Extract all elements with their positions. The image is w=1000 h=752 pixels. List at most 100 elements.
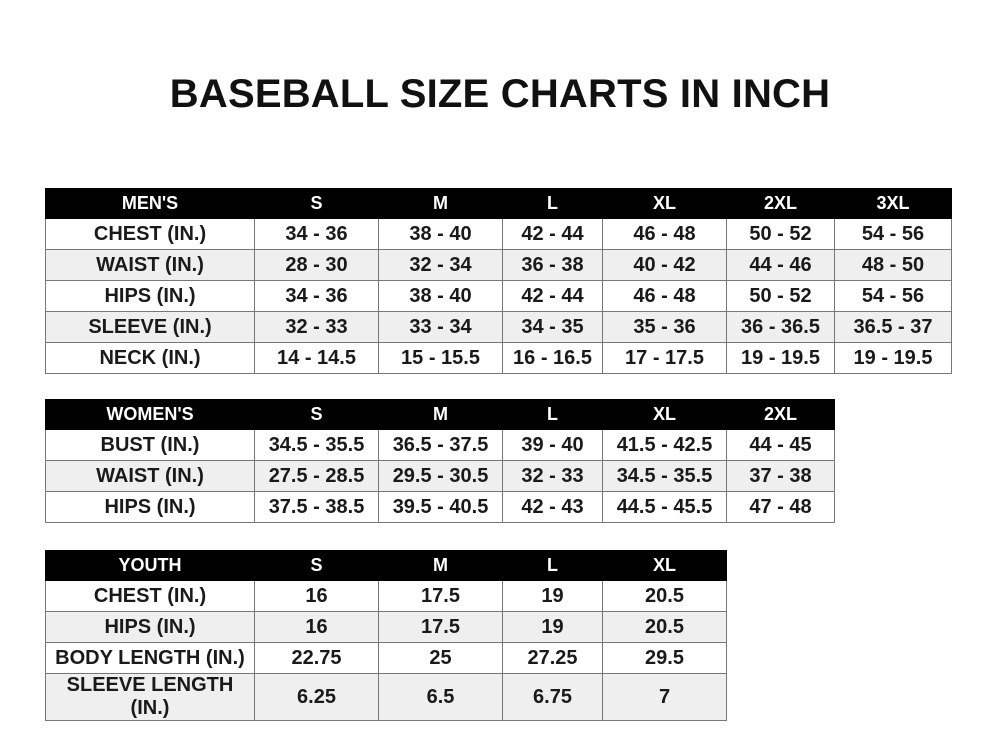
measurement-value: 39.5 - 40.5 <box>378 491 503 523</box>
measurement-value: 48 - 50 <box>834 249 952 281</box>
measurement-value: 32 - 33 <box>254 311 379 343</box>
measurement-value: 46 - 48 <box>602 280 727 312</box>
measurement-value: 27.25 <box>502 642 603 674</box>
measurement-value: 17.5 <box>378 611 503 643</box>
measurement-value: 15 - 15.5 <box>378 342 503 374</box>
measurement-value: 41.5 - 42.5 <box>602 429 727 461</box>
header-row: MEN'S S M L XL 2XL 3XL <box>45 188 952 219</box>
measurement-label: NECK (IN.) <box>45 342 255 374</box>
measurement-value: 16 <box>254 580 379 612</box>
measurement-value: 34 - 36 <box>254 218 379 250</box>
measurement-value: 32 - 33 <box>502 460 603 492</box>
size-header: L <box>502 188 603 219</box>
measurement-value: 28 - 30 <box>254 249 379 281</box>
measurement-value: 34.5 - 35.5 <box>602 460 727 492</box>
measurement-value: 20.5 <box>602 580 727 612</box>
category-header: WOMEN'S <box>45 399 255 430</box>
measurement-value: 35 - 36 <box>602 311 727 343</box>
table-row: WAIST (IN.) 28 - 30 32 - 34 36 - 38 40 - 42 4… <box>45 249 952 281</box>
measurement-label: HIPS (IN.) <box>45 491 255 523</box>
measurement-value: 44 - 45 <box>726 429 835 461</box>
category-header: MEN'S <box>45 188 255 219</box>
measurement-value: 36 - 38 <box>502 249 603 281</box>
measurement-value: 46 - 48 <box>602 218 727 250</box>
measurement-value: 42 - 44 <box>502 218 603 250</box>
measurement-value: 16 - 16.5 <box>502 342 603 374</box>
measurement-value: 34 - 35 <box>502 311 603 343</box>
page-title: BASEBALL SIZE CHARTS IN INCH <box>169 72 831 116</box>
measurement-value: 39 - 40 <box>502 429 603 461</box>
measurement-label: HIPS (IN.) <box>45 611 255 643</box>
table-row: SLEEVE LENGTH (IN.) 6.25 6.5 6.75 7 <box>45 673 727 721</box>
measurement-value: 17 - 17.5 <box>602 342 727 374</box>
measurement-value: 14 - 14.5 <box>254 342 379 374</box>
measurement-value: 6.25 <box>254 673 379 721</box>
measurement-value: 29.5 <box>602 642 727 674</box>
measurement-value: 36.5 - 37.5 <box>378 429 503 461</box>
table-row: HIPS (IN.) 16 17.5 19 20.5 <box>45 611 727 643</box>
size-header: M <box>378 188 503 219</box>
measurement-value: 44.5 - 45.5 <box>602 491 727 523</box>
measurement-label: SLEEVE LENGTH (IN.) <box>45 673 255 721</box>
measurement-value: 36.5 - 37 <box>834 311 952 343</box>
measurement-value: 36 - 36.5 <box>726 311 835 343</box>
header-row: YOUTH S M L XL <box>45 550 727 581</box>
table-row: WAIST (IN.) 27.5 - 28.5 29.5 - 30.5 32 - 33… <box>45 460 835 492</box>
measurement-value: 19 <box>502 611 603 643</box>
measurement-value: 16 <box>254 611 379 643</box>
measurement-label: BUST (IN.) <box>45 429 255 461</box>
measurement-value: 34 - 36 <box>254 280 379 312</box>
size-header: 2XL <box>726 188 835 219</box>
measurement-label: WAIST (IN.) <box>45 460 255 492</box>
measurement-label: SLEEVE (IN.) <box>45 311 255 343</box>
measurement-value: 25 <box>378 642 503 674</box>
measurement-label: WAIST (IN.) <box>45 249 255 281</box>
measurement-value: 27.5 - 28.5 <box>254 460 379 492</box>
category-header: YOUTH <box>45 550 255 581</box>
measurement-value: 54 - 56 <box>834 280 952 312</box>
table-row: CHEST (IN.) 16 17.5 19 20.5 <box>45 580 727 612</box>
measurement-value: 47 - 48 <box>726 491 835 523</box>
youth-size-table: YOUTH S M L XL CHEST (IN.) 16 17.5 19 20.5 HIPS (I… <box>45 550 727 721</box>
measurement-value: 33 - 34 <box>378 311 503 343</box>
measurement-value: 42 - 43 <box>502 491 603 523</box>
measurement-label: BODY LENGTH (IN.) <box>45 642 255 674</box>
size-header: S <box>254 188 379 219</box>
measurement-value: 19 - 19.5 <box>834 342 952 374</box>
table-row: HIPS (IN.) 37.5 - 38.5 39.5 - 40.5 42 - 43 4… <box>45 491 835 523</box>
size-header: L <box>502 550 603 581</box>
measurement-label: CHEST (IN.) <box>45 218 255 250</box>
size-header: M <box>378 399 503 430</box>
table-row: HIPS (IN.) 34 - 36 38 - 40 42 - 44 46 - 48 50… <box>45 280 952 312</box>
table-row: SLEEVE (IN.) 32 - 33 33 - 34 34 - 35 35 - 36… <box>45 311 952 343</box>
table-row: CHEST (IN.) 34 - 36 38 - 40 42 - 44 46 - 48 5… <box>45 218 952 250</box>
measurement-value: 37.5 - 38.5 <box>254 491 379 523</box>
size-header: XL <box>602 399 727 430</box>
measurement-value: 32 - 34 <box>378 249 503 281</box>
measurement-value: 50 - 52 <box>726 218 835 250</box>
measurement-value: 19 <box>502 580 603 612</box>
size-header: S <box>254 550 379 581</box>
size-header: S <box>254 399 379 430</box>
women-size-table: WOMEN'S S M L XL 2XL BUST (IN.) 34.5 - 35.5 36.5… <box>45 399 835 523</box>
measurement-value: 40 - 42 <box>602 249 727 281</box>
measurement-value: 54 - 56 <box>834 218 952 250</box>
measurement-value: 6.5 <box>378 673 503 721</box>
measurement-value: 7 <box>602 673 727 721</box>
measurement-label: CHEST (IN.) <box>45 580 255 612</box>
measurement-value: 6.75 <box>502 673 603 721</box>
size-header: M <box>378 550 503 581</box>
table-row: NECK (IN.) 14 - 14.5 15 - 15.5 16 - 16.5 17 … <box>45 342 952 374</box>
measurement-value: 22.75 <box>254 642 379 674</box>
size-header: 2XL <box>726 399 835 430</box>
measurement-value: 50 - 52 <box>726 280 835 312</box>
size-header: L <box>502 399 603 430</box>
measurement-value: 37 - 38 <box>726 460 835 492</box>
size-header: XL <box>602 550 727 581</box>
measurement-value: 38 - 40 <box>378 280 503 312</box>
table-row: BODY LENGTH (IN.) 22.75 25 27.25 29.5 <box>45 642 727 674</box>
measurement-value: 29.5 - 30.5 <box>378 460 503 492</box>
size-header: 3XL <box>834 188 952 219</box>
measurement-value: 42 - 44 <box>502 280 603 312</box>
measurement-value: 20.5 <box>602 611 727 643</box>
